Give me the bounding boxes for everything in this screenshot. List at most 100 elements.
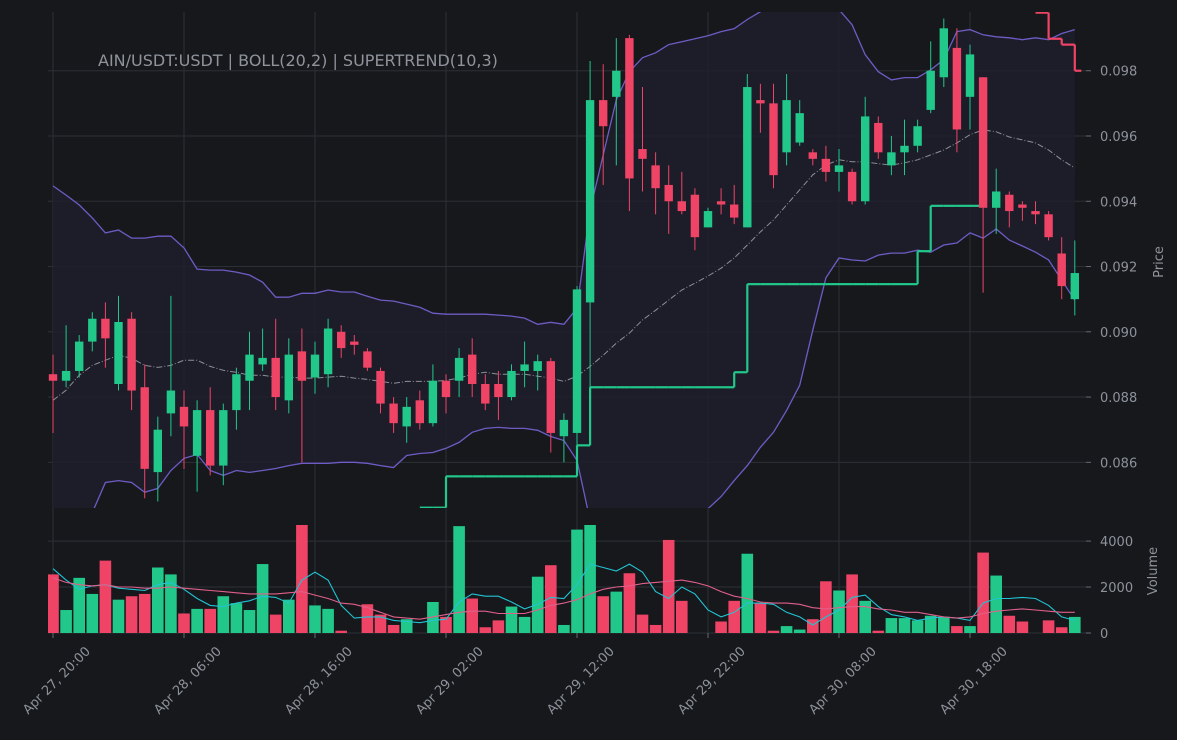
candle-body [599, 100, 608, 127]
candle-body [363, 351, 372, 368]
volume-bar [584, 525, 596, 633]
candle-body [258, 357, 267, 365]
volume-bar [518, 616, 531, 633]
candle-body [782, 100, 791, 153]
volume-bar [1003, 615, 1016, 633]
candle-body [376, 370, 385, 404]
y-tick-label: 0.088 [1100, 391, 1137, 406]
volume-bar [938, 616, 950, 633]
volume-bar [309, 605, 321, 633]
candle-body [926, 70, 935, 110]
volume-bar [728, 600, 740, 633]
volume-bar [780, 626, 793, 633]
volume-bar [269, 614, 282, 633]
y-tick-label: 0.096 [1100, 130, 1137, 145]
candle-body [703, 211, 713, 228]
candle-body [192, 410, 202, 456]
candle-body [114, 322, 123, 384]
volume-bar [230, 603, 243, 633]
volume-bar [204, 608, 216, 633]
y-tick-label: 0 [1100, 627, 1108, 642]
y-axis-label: Price [1152, 246, 1167, 278]
volume-panel [48, 525, 1081, 633]
volume-bar [964, 626, 976, 633]
volume-bar [243, 610, 256, 633]
candle-body [834, 165, 844, 172]
candle-body [206, 410, 215, 466]
candle-body [1057, 253, 1066, 287]
volume-bar [833, 590, 845, 633]
candle-body [874, 122, 883, 153]
volume-bar [178, 613, 190, 633]
volume-bar [48, 574, 59, 633]
candle-body [795, 113, 804, 143]
y-tick-label: 0.092 [1100, 261, 1137, 276]
volume-axis-label: Volume [1146, 547, 1161, 595]
volume-bar [152, 567, 164, 633]
volume-bar [636, 614, 649, 633]
candle-body [88, 318, 97, 342]
candle-body [992, 191, 1001, 208]
candle-body [61, 370, 71, 381]
volume-bar [165, 574, 177, 633]
volume-bar [256, 564, 269, 633]
volume-bar [820, 581, 832, 633]
volume-bar [283, 599, 295, 633]
candle-body [310, 354, 320, 378]
volume-bar [872, 630, 885, 633]
candle-body [389, 403, 398, 424]
volume-bar [911, 620, 924, 633]
volume-bar [125, 596, 138, 633]
candle-body [847, 171, 857, 202]
candle-body [350, 341, 359, 345]
candle-body [887, 152, 896, 166]
volume-bar [859, 600, 871, 633]
volume-bar [1069, 616, 1081, 633]
volume-bar [296, 525, 308, 633]
candle-body [625, 38, 634, 179]
candle-body [75, 341, 84, 371]
y-tick-label: 0.090 [1100, 326, 1137, 341]
candle-body [939, 28, 948, 78]
volume-bar [73, 577, 85, 633]
candle-body [585, 100, 595, 303]
candle-body [284, 354, 293, 401]
price-panel [48, 12, 1082, 508]
candle-body [612, 70, 621, 97]
candle-body [769, 103, 778, 176]
volume-bar [112, 599, 125, 633]
y-tick-label: 0.086 [1100, 456, 1137, 471]
volume-bar [466, 598, 478, 633]
candle-body [271, 357, 280, 398]
volume-bar [807, 619, 819, 633]
candle-body [127, 318, 136, 391]
volume-bar [400, 619, 413, 633]
candle-body [507, 370, 516, 398]
candle-body [559, 419, 569, 437]
volume-bar [335, 630, 347, 633]
volume-bar [138, 593, 151, 633]
volume-bar [440, 616, 452, 633]
volume-bar [387, 624, 400, 633]
volume-bar [505, 606, 518, 633]
candle-body [520, 364, 529, 371]
volume-bar [662, 539, 675, 633]
volume-bar [676, 600, 688, 633]
candle-body [232, 374, 241, 411]
candle-body [494, 384, 503, 398]
candle-body [978, 77, 988, 208]
volume-bar [99, 560, 112, 633]
volume-bar [558, 624, 570, 633]
volume-bar [1042, 620, 1055, 633]
volume-bar [754, 603, 767, 633]
candle-body [101, 318, 110, 339]
volume-bar [361, 604, 374, 633]
candle-body [572, 289, 582, 433]
volume-bar [715, 621, 727, 633]
volume-bar [1016, 621, 1029, 633]
candle-body [428, 380, 438, 424]
y-tick-label: 0.098 [1100, 65, 1137, 80]
volume-bar [453, 526, 465, 633]
